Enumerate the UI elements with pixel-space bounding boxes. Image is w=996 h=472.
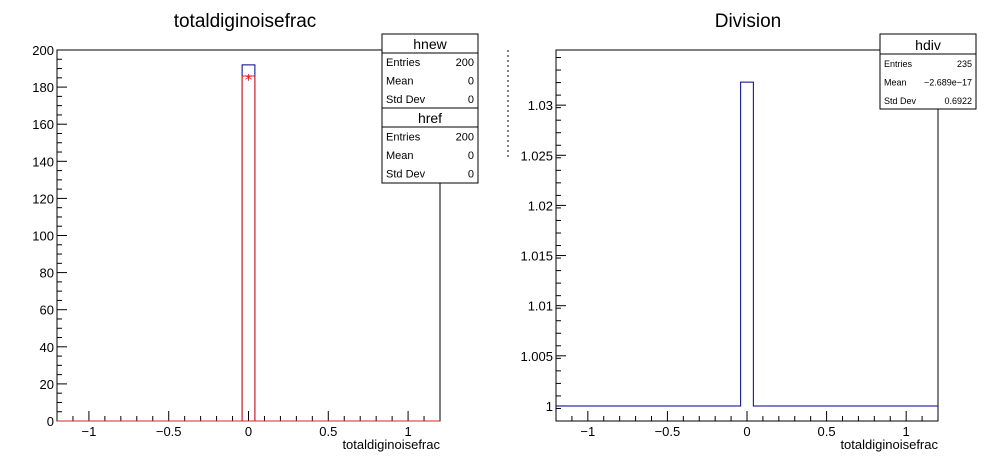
stats-value: −2.689e−17 — [924, 78, 972, 88]
pad-right-division: Division 1 1.005 1.01 1.015 1.02 1.025 1.03 −1… — [507, 11, 977, 452]
x-axis-label: totaldiginoisefrac — [342, 437, 440, 452]
stats-box-title: hdiv — [915, 37, 941, 53]
y-tick-label: 100 — [32, 229, 54, 244]
y-tick-label: 1 — [546, 399, 553, 414]
y-tick-label: 1.015 — [520, 249, 553, 264]
stats-label: Entries — [386, 57, 421, 69]
y-tick-label: 1.005 — [520, 349, 553, 364]
stats-value: 200 — [456, 57, 474, 69]
chart-title: totaldiginoisefrac — [174, 11, 317, 32]
histogram-series: * — [57, 64, 440, 422]
x-tick-label: 1 — [404, 424, 411, 439]
histogram-series — [556, 81, 938, 407]
stats-box-href: href Entries 200 Mean 0 Std Dev 0 — [381, 107, 479, 184]
y-tick-label: 0 — [47, 414, 54, 429]
x-tick-label: −1 — [82, 424, 97, 439]
y-tick-label: 1.01 — [528, 299, 553, 314]
y-tick-label: 60 — [40, 303, 54, 318]
stats-label: Entries — [884, 59, 913, 69]
stats-label: Mean — [386, 150, 414, 162]
stats-label: Mean — [884, 78, 907, 88]
y-tick-label: 80 — [40, 266, 54, 281]
y-axis: 0 20 40 60 80 100 120 140 160 180 200 — [32, 43, 67, 429]
y-tick-label: 40 — [40, 340, 54, 355]
stats-box-title: href — [418, 110, 442, 126]
x-tick-label: −0.5 — [156, 424, 182, 439]
x-tick-label: 0 — [245, 424, 252, 439]
stats-label: Std Dev — [884, 96, 917, 106]
y-tick-label: 1.025 — [520, 148, 553, 163]
x-axis: −1 −0.5 0 0.5 1 — [56, 411, 441, 439]
y-axis: 1 1.005 1.01 1.015 1.02 1.025 1.03 — [520, 57, 566, 422]
x-tick-label: −1 — [580, 424, 595, 439]
x-tick-label: 1 — [903, 424, 910, 439]
chart-title: Division — [715, 11, 782, 32]
y-tick-label: 1.02 — [528, 198, 553, 213]
pad-left-histogram: totaldiginoisefrac 020406080100120140160… — [32, 11, 479, 452]
y-tick-label: 120 — [32, 191, 54, 206]
stats-value: 235 — [957, 59, 972, 69]
marker-href: * — [245, 71, 253, 89]
stats-boxes: hnew Entries 200 Mean 0 Std Dev 0 href Entries 20… — [381, 33, 479, 184]
stats-label: Std Dev — [386, 94, 426, 106]
histogram-href — [241, 75, 256, 421]
y-tick-label: 140 — [32, 154, 54, 169]
y-tick-label: 200 — [32, 43, 54, 58]
stats-value: 0 — [468, 150, 474, 162]
y-tick-label: 160 — [32, 117, 54, 132]
x-tick-label: 0.5 — [818, 424, 836, 439]
y-tick-label: 180 — [32, 80, 54, 95]
stats-box-frame — [381, 33, 479, 109]
y-tick-label: 20 — [40, 377, 54, 392]
stats-value: 0 — [468, 94, 474, 106]
histogram-hdiv — [556, 81, 938, 407]
stats-value: 0 — [468, 76, 474, 88]
x-tick-label: −0.5 — [655, 424, 681, 439]
stats-box-frame — [381, 107, 479, 184]
x-axis: −1 −0.5 0 0.5 1 — [555, 411, 939, 439]
x-tick-label: 0.5 — [319, 424, 337, 439]
stats-box-title: hnew — [413, 36, 447, 52]
x-tick-label: 0 — [743, 424, 750, 439]
histogram-hnew — [241, 64, 256, 421]
stats-label: Std Dev — [386, 169, 426, 181]
stats-label: Entries — [386, 131, 421, 143]
y-tick-label: 1.03 — [528, 98, 553, 113]
stats-box-frame — [879, 33, 977, 110]
stats-value: 0 — [468, 169, 474, 181]
x-axis-label: totaldiginoisefrac — [840, 437, 938, 452]
stats-box-hnew: hnew Entries 200 Mean 0 Std Dev 0 — [381, 33, 479, 109]
stats-value: 0.6922 — [944, 96, 972, 106]
stats-value: 200 — [456, 131, 474, 143]
stats-label: Mean — [386, 76, 414, 88]
